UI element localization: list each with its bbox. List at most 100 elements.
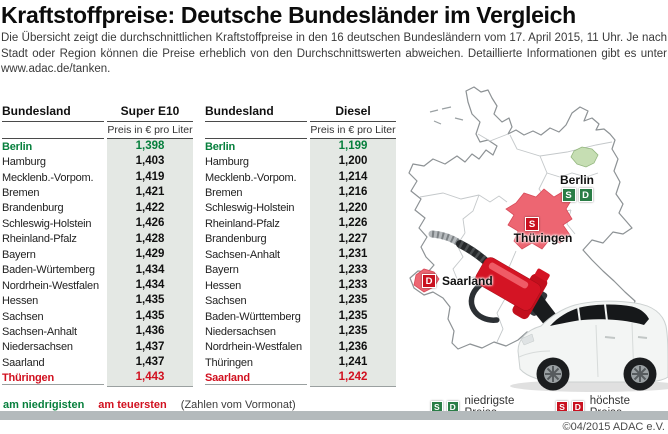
table-row: Schleswig-Holstein 1,220 bbox=[205, 200, 396, 217]
car-illustration bbox=[510, 300, 668, 392]
diesel-chip-green: D bbox=[578, 188, 593, 202]
price-value: 1,434 bbox=[107, 277, 193, 294]
super-chip-green: S bbox=[561, 188, 576, 202]
table-row: Niedersachsen 1,437 bbox=[2, 339, 193, 356]
price-value: 1,428 bbox=[107, 231, 193, 248]
table-row: Nordrhein-Westfalen 1,236 bbox=[205, 339, 396, 356]
state-name: Sachsen-Anhalt bbox=[2, 325, 77, 338]
table-row: Saarland 1,437 bbox=[2, 355, 193, 371]
state-name: Bremen bbox=[2, 187, 40, 200]
map-label-berlin: Berlin bbox=[559, 173, 594, 187]
state-name: Bayern bbox=[2, 248, 36, 261]
table-row: Berlin 1,398 bbox=[2, 139, 193, 155]
price-value: 1,220 bbox=[310, 200, 396, 217]
price-value: 1,236 bbox=[310, 339, 396, 356]
price-value: 1,398 bbox=[107, 139, 193, 155]
berlin-price-chips: S D bbox=[541, 188, 613, 202]
state-name: Thüringen bbox=[2, 372, 104, 385]
footnote-note: (Zahlen vom Vormonat) bbox=[180, 399, 296, 411]
price-value: 1,216 bbox=[310, 185, 396, 201]
bottom-divider-bar bbox=[0, 411, 668, 420]
table-row: Sachsen 1,235 bbox=[205, 293, 396, 309]
state-name: Sachsen bbox=[205, 295, 247, 308]
price-value: 1,421 bbox=[107, 185, 193, 201]
table-row: Hamburg 1,403 bbox=[2, 154, 193, 170]
state-name: Saarland bbox=[2, 356, 45, 369]
price-value: 1,199 bbox=[310, 139, 396, 155]
table-row: Bremen 1,421 bbox=[2, 185, 193, 201]
price-value: 1,429 bbox=[107, 247, 193, 263]
map-label-thueringen: Thüringen bbox=[513, 231, 573, 245]
state-name: Berlin bbox=[2, 140, 32, 153]
state-name: Bremen bbox=[205, 187, 243, 200]
price-value: 1,437 bbox=[107, 355, 193, 371]
table-row: Rheinland-Pfalz 1,226 bbox=[205, 216, 396, 232]
table-row: Baden-Würtemberg 1,434 bbox=[2, 262, 193, 278]
state-name: Berlin bbox=[205, 140, 235, 153]
price-value: 1,231 bbox=[310, 247, 396, 263]
table-row: Hessen 1,233 bbox=[205, 277, 396, 294]
price-value: 1,242 bbox=[310, 370, 396, 387]
state-name: Thüringen bbox=[205, 356, 253, 369]
price-value: 1,235 bbox=[310, 308, 396, 325]
price-value: 1,233 bbox=[310, 262, 396, 278]
table-super-e10: Bundesland Super E10 Preis in € pro Lite… bbox=[2, 104, 193, 387]
state-name: Sachsen bbox=[2, 310, 44, 323]
price-value: 1,214 bbox=[310, 169, 396, 186]
footnote-lowest: am niedrigisten bbox=[3, 399, 85, 411]
table-row: Mecklenb.-Vorpom. 1,214 bbox=[205, 169, 396, 186]
state-name: Hessen bbox=[205, 279, 242, 292]
state-name: Niedersachsen bbox=[2, 341, 73, 354]
price-value: 1,241 bbox=[310, 355, 396, 371]
price-value: 1,435 bbox=[107, 293, 193, 309]
price-value: 1,226 bbox=[310, 216, 396, 232]
state-name: Saarland bbox=[205, 372, 307, 385]
price-value: 1,436 bbox=[107, 324, 193, 340]
table-row: Hamburg 1,200 bbox=[205, 154, 396, 170]
table-row: Berlin 1,199 bbox=[205, 139, 396, 155]
region-thueringen bbox=[505, 188, 573, 250]
state-name: Baden-Württemberg bbox=[205, 310, 301, 323]
state-name: Schleswig-Holstein bbox=[2, 217, 92, 230]
table-subheader: Preis in € pro Liter bbox=[2, 122, 193, 139]
map-label-saarland: Saarland bbox=[442, 274, 493, 288]
table-row: Thüringen 1,443 bbox=[2, 370, 193, 387]
state-name: Mecklenb.-Vorpom. bbox=[205, 171, 297, 184]
intro-text: Die Übersicht zeigt die durchschnittlich… bbox=[1, 32, 667, 75]
price-value: 1,235 bbox=[310, 293, 396, 309]
price-value: 1,235 bbox=[310, 324, 396, 340]
price-value: 1,426 bbox=[107, 216, 193, 232]
table-row: Mecklenb.-Vorpom. 1,419 bbox=[2, 169, 193, 186]
table-row: Saarland 1,242 bbox=[205, 370, 396, 387]
column-header-state: Bundesland bbox=[2, 104, 104, 122]
state-name: Niedersachsen bbox=[205, 325, 276, 338]
north-sea-islands bbox=[429, 106, 464, 125]
state-name: Hessen bbox=[2, 295, 39, 308]
table-row: Niedersachsen 1,235 bbox=[205, 324, 396, 340]
table-header: Bundesland Super E10 bbox=[2, 104, 193, 122]
table-header: Bundesland Diesel bbox=[205, 104, 396, 122]
price-value: 1,435 bbox=[107, 308, 193, 325]
table-row: Sachsen 1,435 bbox=[2, 308, 193, 325]
table-row: Rheinland-Pfalz 1,428 bbox=[2, 231, 193, 248]
state-name: Baden-Würtemberg bbox=[2, 264, 95, 277]
column-header-fuel: Super E10 bbox=[107, 104, 193, 122]
table-row: Nordrhein-Westfalen 1,434 bbox=[2, 277, 193, 294]
table-row: Bremen 1,216 bbox=[205, 185, 396, 201]
state-name: Rheinland-Pfalz bbox=[205, 217, 280, 230]
super-chip-red: S bbox=[525, 217, 539, 231]
table-footnote: am niedrigisten am teuersten (Zahlen vom… bbox=[3, 399, 296, 411]
table-row: Sachsen-Anhalt 1,436 bbox=[2, 324, 193, 340]
table-row: Sachsen-Anhalt 1,231 bbox=[205, 247, 396, 263]
state-name: Nordrhein-Westfalen bbox=[205, 341, 302, 354]
state-name: Hamburg bbox=[205, 156, 249, 169]
table-row: Bayern 1,233 bbox=[205, 262, 396, 278]
state-name: Brandenburg bbox=[205, 233, 267, 246]
unit-label: Preis in € pro Liter bbox=[310, 124, 396, 139]
saarland-callout: D Saarland bbox=[422, 274, 493, 288]
price-value: 1,200 bbox=[310, 154, 396, 170]
table-row: Hessen 1,435 bbox=[2, 293, 193, 309]
page-title: Kraftstoffpreise: Deutsche Bundesländer … bbox=[1, 2, 576, 28]
price-value: 1,233 bbox=[310, 277, 396, 294]
